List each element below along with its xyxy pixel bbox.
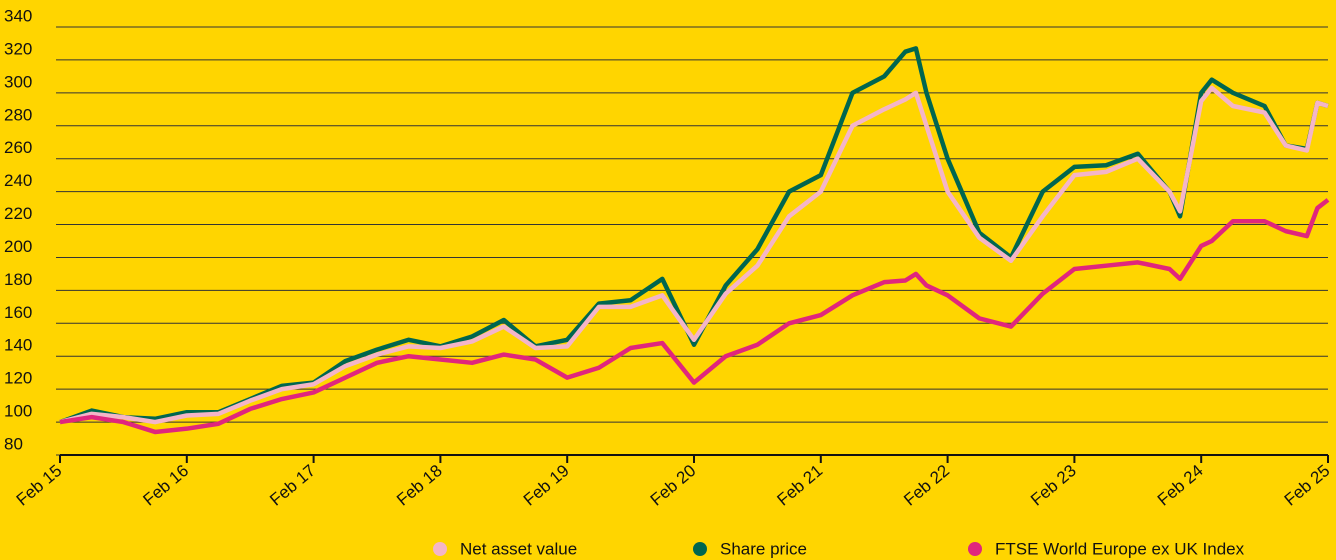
x-tick-label: Feb 18 [393,461,446,510]
y-tick-label: 200 [4,237,32,256]
legend-marker [693,542,707,556]
x-tick-label: Feb 25 [1281,461,1334,510]
y-tick-label: 160 [4,303,32,322]
x-tick-label: Feb 19 [520,461,573,510]
y-tick-label: 280 [4,105,32,124]
series-line [59,198,1330,435]
x-tick-label: Feb 22 [900,461,953,510]
y-tick-label: 80 [4,434,23,453]
legend-label: FTSE World Europe ex UK Index [995,539,1245,558]
x-tick-label: Feb 17 [266,461,319,510]
y-tick-label: 340 [4,6,32,25]
x-tick-label: Feb 23 [1027,461,1080,510]
x-tick-label: Feb 24 [1154,461,1207,510]
series-line [59,85,1329,425]
x-tick-label: Feb 20 [647,461,700,510]
x-tick-label: Feb 16 [139,461,192,510]
legend-marker [433,542,447,556]
x-tick-label: Feb 15 [13,461,66,510]
legend-label: Share price [720,539,807,558]
legend-label: Net asset value [460,539,577,558]
y-tick-label: 120 [4,369,32,388]
y-tick-label: 260 [4,138,32,157]
y-tick-label: 100 [4,402,32,421]
y-tick-label: 180 [4,270,32,289]
x-tick-label: Feb 21 [773,461,826,510]
series-line [59,46,1329,425]
y-tick-label: 240 [4,171,32,190]
legend-marker [968,542,982,556]
y-tick-label: 140 [4,336,32,355]
y-tick-label: 220 [4,204,32,223]
y-tick-label: 300 [4,72,32,91]
y-tick-label: 320 [4,39,32,58]
